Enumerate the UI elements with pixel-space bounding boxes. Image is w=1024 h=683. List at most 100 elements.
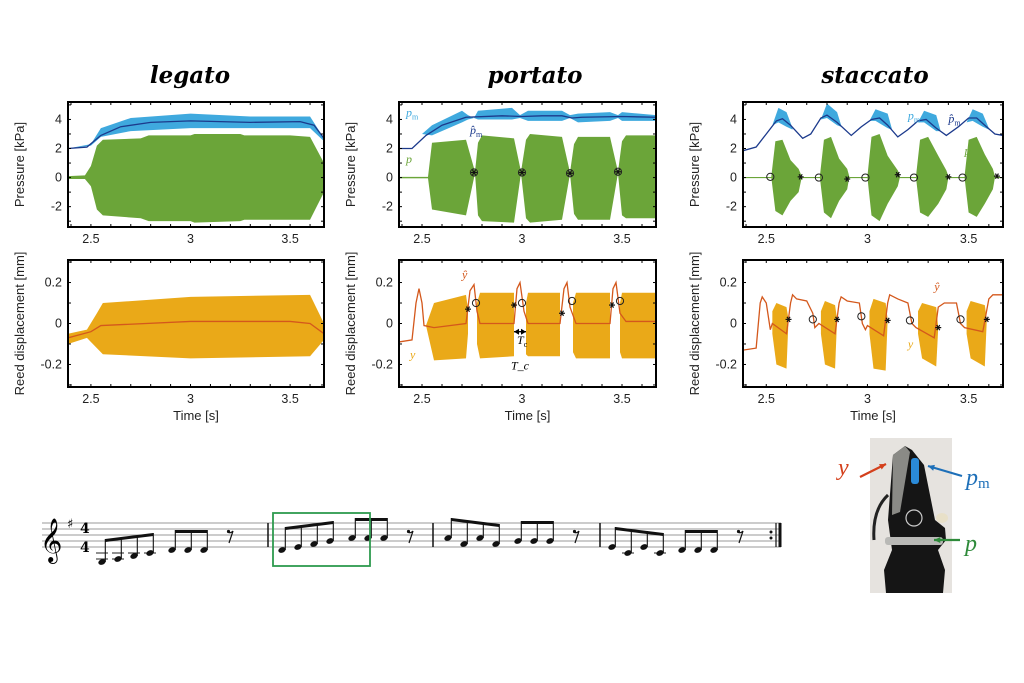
measure-4 — [608, 527, 744, 556]
asterisk-marker — [894, 171, 901, 178]
asterisk-stroke — [994, 173, 999, 180]
x-tick-label: 3 — [864, 232, 871, 246]
arrowhead-icon — [514, 328, 526, 335]
y-tick-label: -2 — [382, 200, 393, 214]
y-tick-label: 4 — [386, 112, 393, 126]
circle-marker — [905, 316, 915, 325]
x-tick-label: 3 — [187, 392, 194, 406]
panel-title-legato: legato — [150, 62, 230, 89]
highlight-box — [272, 512, 371, 567]
annotation-subscript: m — [412, 113, 419, 122]
annotation-label: ŷ — [461, 267, 468, 281]
beam — [285, 521, 334, 530]
note-head — [444, 535, 452, 541]
asterisk-stroke — [895, 171, 900, 178]
y-tick-label: -0.2 — [715, 357, 737, 371]
circle-marker — [766, 172, 775, 181]
y-axis-label: Reed displacement [mm] — [12, 252, 27, 396]
note-head — [278, 547, 286, 553]
x-tick-label: 3.5 — [281, 392, 298, 406]
y-tick-label: 2 — [55, 142, 62, 156]
p-band — [68, 133, 324, 223]
note-head — [492, 541, 500, 547]
y-band — [526, 292, 560, 357]
circle-marker — [517, 298, 527, 308]
photo-label-text: p — [963, 531, 977, 557]
note-head — [514, 538, 522, 544]
asterisk-stroke — [936, 324, 941, 331]
circle-marker — [956, 315, 965, 324]
charts: 4 2 0 -2 2.5 3 3.5 Pressure [kPa] 0.2 0 -0.2 2.5 3 3.… — [12, 101, 1004, 423]
photo-label-subscript: m — [978, 476, 990, 492]
note-head — [200, 547, 208, 553]
annotation-label: Tc — [517, 333, 528, 349]
ligature-screw — [936, 513, 948, 523]
plot-area — [399, 107, 656, 223]
x-tick-label: 2.5 — [82, 392, 99, 406]
y-axis-label: Reed displacement [mm] — [343, 252, 358, 396]
annotation-text: ŷ — [461, 267, 468, 281]
annotation-text: y — [907, 337, 914, 351]
ligature-band — [885, 537, 943, 545]
note-head — [624, 550, 632, 556]
annotation-subscript: m — [914, 115, 921, 124]
annotation-text: p̂ — [469, 123, 476, 137]
circle-marker — [615, 296, 625, 306]
x-axis-label: Time [s] — [505, 408, 551, 423]
asterisk-marker — [567, 170, 573, 177]
annotation-text: p — [907, 108, 914, 122]
plot-area — [68, 294, 324, 359]
photo-label: pm — [964, 465, 990, 492]
p-band — [819, 136, 850, 219]
annotation-text: ŷ — [933, 280, 940, 294]
plot-frame — [742, 101, 1004, 228]
pm-hat-line — [743, 114, 1003, 152]
arrowhead-icon — [928, 464, 935, 471]
note-head — [184, 547, 192, 553]
y-hat-line — [743, 293, 1003, 351]
plot-area — [68, 113, 324, 223]
annotation-subscript: m — [954, 118, 961, 127]
annotation-label: pm — [907, 108, 921, 124]
asterisk-stroke — [567, 170, 573, 177]
note-head — [98, 559, 106, 565]
circle-marker — [909, 173, 919, 182]
note-head — [530, 538, 538, 544]
y-axis-label: Pressure [kPa] — [12, 122, 27, 207]
repeat-dot — [769, 530, 773, 534]
y-tick-label: 0 — [386, 317, 393, 331]
asterisk-stroke — [946, 173, 951, 180]
asterisk-stroke — [835, 316, 840, 323]
pm-hat-line — [68, 120, 324, 150]
y-band — [477, 292, 514, 359]
interval-label: T_c — [511, 359, 530, 373]
asterisk-stroke — [786, 316, 791, 323]
p-band — [867, 133, 900, 222]
y-tick-label: -0.2 — [371, 357, 393, 371]
music-score: 𝄞 ♯ 4 4 — [40, 512, 782, 567]
note-head — [380, 535, 388, 541]
asterisk-stroke — [471, 169, 477, 176]
x-axis-label: Time [s] — [850, 408, 896, 423]
note-head — [130, 553, 138, 559]
y-band — [573, 292, 610, 359]
asterisk-marker — [519, 169, 525, 176]
mouthpiece-photo: y pmp — [836, 438, 990, 593]
circle-marker — [857, 312, 866, 321]
asterisk-stroke — [885, 317, 890, 324]
y-axis-label: Pressure [kPa] — [343, 122, 358, 207]
note-head — [326, 538, 334, 544]
measure-3 — [444, 518, 580, 547]
plot-legato-bottom: 0.2 0 -0.2 2.5 3 3.5 Reed displacement [mm] Tim… — [12, 252, 325, 423]
asterisk-marker — [609, 302, 615, 308]
circle-marker — [567, 296, 577, 306]
asterisk-marker — [993, 173, 1000, 180]
note-head — [348, 535, 356, 541]
annotation-label: p — [964, 143, 971, 157]
asterisk-marker — [844, 176, 851, 182]
annotation-label: p̂m — [469, 123, 483, 139]
note-head — [294, 544, 302, 550]
